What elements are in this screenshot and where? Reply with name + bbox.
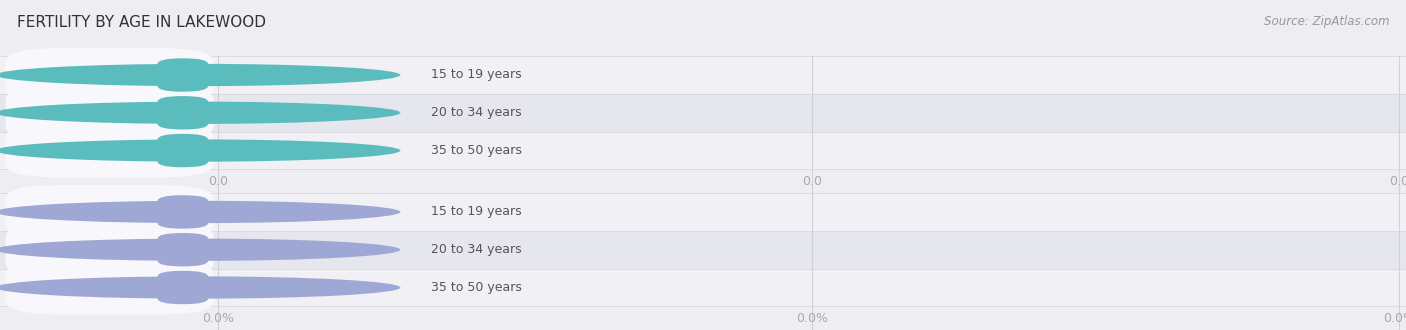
FancyBboxPatch shape [6, 86, 214, 140]
Text: 0.0: 0.0 [801, 175, 823, 188]
Bar [0, 269, 1406, 306]
Bar [0, 94, 1406, 132]
FancyBboxPatch shape [6, 124, 214, 178]
FancyBboxPatch shape [157, 58, 208, 92]
FancyBboxPatch shape [157, 96, 208, 129]
Bar [0, 169, 1406, 193]
Ellipse shape [0, 102, 401, 124]
FancyBboxPatch shape [6, 48, 214, 102]
Text: 0.0%: 0.0% [167, 282, 198, 292]
FancyBboxPatch shape [157, 195, 208, 229]
Text: FERTILITY BY AGE IN LAKEWOOD: FERTILITY BY AGE IN LAKEWOOD [17, 15, 266, 30]
Text: 15 to 19 years: 15 to 19 years [430, 206, 522, 218]
Text: 15 to 19 years: 15 to 19 years [430, 69, 522, 82]
Text: 20 to 34 years: 20 to 34 years [430, 106, 522, 119]
Bar [0, 132, 1406, 169]
FancyBboxPatch shape [6, 223, 214, 277]
FancyBboxPatch shape [6, 261, 214, 314]
FancyBboxPatch shape [157, 271, 208, 304]
Bar [0, 231, 1406, 269]
Ellipse shape [0, 64, 401, 86]
Text: 35 to 50 years: 35 to 50 years [430, 144, 522, 157]
Text: Source: ZipAtlas.com: Source: ZipAtlas.com [1264, 15, 1389, 28]
Bar [0, 56, 1406, 94]
Text: 0.0%: 0.0% [167, 207, 198, 217]
Ellipse shape [0, 239, 401, 261]
Text: 0.0: 0.0 [173, 70, 193, 80]
Bar [0, 193, 1406, 231]
Bar [0, 306, 1406, 330]
Ellipse shape [0, 201, 401, 223]
Text: 0.0%: 0.0% [202, 312, 233, 325]
Text: 0.0%: 0.0% [167, 245, 198, 255]
Text: 35 to 50 years: 35 to 50 years [430, 281, 522, 294]
FancyBboxPatch shape [157, 233, 208, 266]
Text: 20 to 34 years: 20 to 34 years [430, 243, 522, 256]
Text: 0.0%: 0.0% [796, 312, 828, 325]
Ellipse shape [0, 139, 401, 162]
Text: 0.0: 0.0 [1389, 175, 1406, 188]
Text: 0.0: 0.0 [173, 146, 193, 155]
FancyBboxPatch shape [6, 185, 214, 239]
FancyBboxPatch shape [157, 134, 208, 167]
Text: 0.0: 0.0 [208, 175, 228, 188]
Ellipse shape [0, 276, 401, 299]
Text: 0.0%: 0.0% [1384, 312, 1406, 325]
Text: 0.0: 0.0 [173, 108, 193, 118]
